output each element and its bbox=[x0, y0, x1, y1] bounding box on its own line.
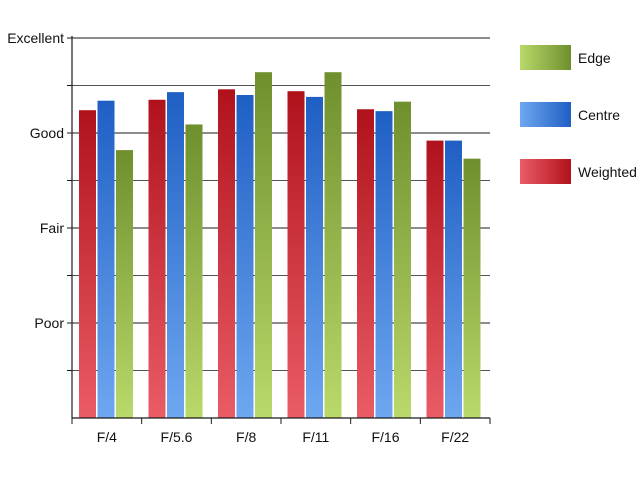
y-tick-label: Poor bbox=[34, 315, 64, 331]
bar-centre-f-11 bbox=[306, 96, 323, 419]
bar-weighted-f-11 bbox=[287, 91, 305, 418]
legend-swatch-weighted bbox=[520, 159, 571, 184]
y-tick-label: Good bbox=[30, 125, 64, 141]
legend: Edge Centre Weighted bbox=[520, 45, 637, 184]
bar-weighted-f-4 bbox=[79, 110, 96, 418]
legend-swatch-edge bbox=[520, 45, 571, 70]
x-tick-label: F/8 bbox=[236, 429, 256, 445]
x-tick-label: F/4 bbox=[97, 429, 117, 445]
bar-edge-f-8 bbox=[255, 72, 272, 418]
legend-label-centre: Centre bbox=[578, 107, 620, 123]
legend-label-edge: Edge bbox=[578, 50, 611, 66]
bar-edge-f-16 bbox=[394, 101, 411, 419]
bars bbox=[79, 72, 481, 419]
x-tick-label: F/11 bbox=[302, 429, 329, 445]
axes bbox=[71, 36, 491, 424]
grid-lines bbox=[67, 37, 490, 371]
bar-edge-f-22 bbox=[463, 158, 481, 418]
x-tick-label: F/16 bbox=[371, 429, 399, 445]
bar-centre-f-8 bbox=[236, 95, 254, 418]
legend-label-weighted: Weighted bbox=[578, 164, 637, 180]
y-tick-label: Excellent bbox=[7, 30, 64, 46]
bar-weighted-f-5-6 bbox=[148, 99, 166, 418]
bar-edge-f-11 bbox=[324, 72, 342, 418]
bar-weighted-f-16 bbox=[357, 109, 374, 418]
x-tick-labels: F/4 F/5.6 F/8 F/11 F/16 F/22 bbox=[97, 429, 470, 445]
y-tick-labels: Poor Fair Good Excellent bbox=[7, 30, 64, 331]
bar-edge-f-4 bbox=[116, 150, 133, 418]
bar-weighted-f-8 bbox=[218, 89, 235, 419]
bar-centre-f-5-6 bbox=[167, 92, 184, 419]
bar-centre-f-22 bbox=[445, 140, 462, 418]
y-tick-label: Fair bbox=[40, 220, 64, 236]
bar-centre-f-16 bbox=[375, 111, 393, 419]
bar-centre-f-4 bbox=[97, 100, 115, 418]
bar-edge-f-5-6 bbox=[185, 124, 203, 418]
bar-weighted-f-22 bbox=[426, 140, 444, 418]
x-tick-label: F/22 bbox=[441, 429, 469, 445]
legend-swatch-centre bbox=[520, 102, 571, 127]
x-tick-label: F/5.6 bbox=[161, 429, 193, 445]
